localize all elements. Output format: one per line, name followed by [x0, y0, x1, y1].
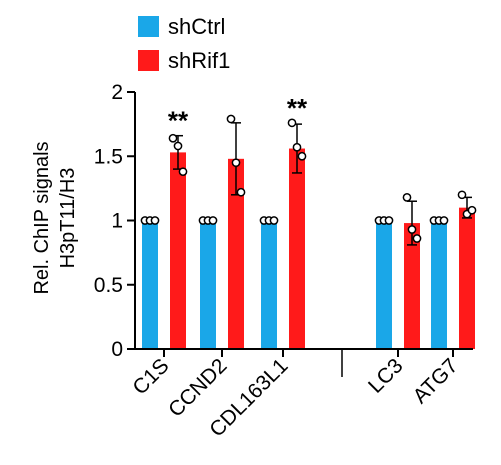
- y-axis-label: Rel. ChIP signals H3pT11/H3: [31, 141, 79, 294]
- bar: [404, 223, 420, 349]
- data-point: [467, 205, 477, 215]
- data-point: [287, 118, 297, 128]
- legend-label: shRif1: [168, 48, 230, 73]
- significance-label: **: [168, 106, 189, 136]
- y-axis-label-line2: H3pT11/H3: [57, 168, 79, 269]
- data-point: [168, 133, 178, 143]
- bar: [200, 220, 216, 349]
- x-tick-label: ATG7: [409, 354, 463, 408]
- data-point: [208, 216, 218, 225]
- data-point: [384, 216, 394, 225]
- x-tick-label: C1S: [128, 354, 173, 399]
- y-tick-label: 0: [111, 338, 123, 361]
- data-point: [236, 187, 246, 197]
- data-point: [226, 114, 236, 124]
- bar: [289, 148, 305, 349]
- significance-label: **: [287, 93, 308, 123]
- y-tick-label: 1.5: [94, 145, 123, 168]
- y-axis-label-line1: Rel. ChIP signals: [31, 141, 53, 294]
- x-tick-label: LC3: [364, 354, 408, 398]
- data-point: [297, 151, 307, 161]
- y-tick-label: 2: [111, 81, 123, 104]
- legend-swatch: [138, 50, 159, 71]
- data-point: [439, 216, 449, 225]
- legend-label: shCtrl: [168, 14, 225, 39]
- bar: [142, 220, 158, 349]
- bar: [459, 207, 475, 349]
- data-point: [402, 193, 412, 202]
- data-point: [292, 142, 302, 152]
- data-point: [231, 158, 241, 168]
- data-point: [269, 216, 279, 225]
- bar: [431, 220, 447, 349]
- data-point: [150, 216, 160, 225]
- data-point: [407, 225, 417, 234]
- y-tick-label: 1: [111, 210, 123, 233]
- data-point: [178, 167, 188, 177]
- legend-swatch: [138, 16, 159, 37]
- bar: [261, 220, 277, 349]
- y-axis: 0 0.5 1 1.5 2: [94, 81, 136, 361]
- bar: [376, 220, 392, 349]
- bars: ** **: [140, 93, 477, 349]
- data-point: [173, 141, 183, 151]
- data-point: [412, 234, 422, 243]
- y-tick-label: 0.5: [94, 274, 123, 297]
- bar: [228, 158, 244, 349]
- data-point: [457, 190, 467, 200]
- bar: [170, 152, 186, 349]
- legend: shCtrl shRif1: [138, 14, 230, 73]
